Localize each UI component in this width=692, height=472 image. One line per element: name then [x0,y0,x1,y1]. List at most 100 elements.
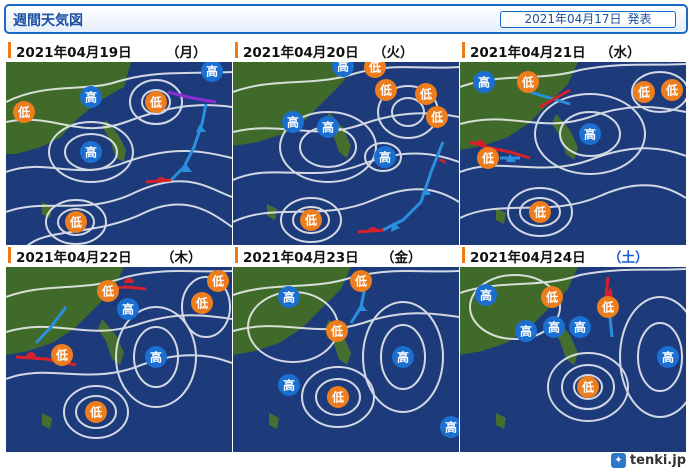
issued-date: 2021年04月17日 [524,12,622,26]
low-pressure-marker: 低 [577,376,599,398]
system-symbol: 低 [331,390,344,405]
panel-date: 2021年04月19日 [16,45,132,61]
system-symbol: 低 [195,296,208,311]
map-graphic [233,267,459,452]
system-symbol: 低 [601,300,614,315]
system-symbol: 高 [287,115,299,130]
panel-weekday: （木） [161,250,202,266]
system-symbol: 低 [330,324,343,339]
weather-map-panel: 2021年04月20日 （火） [233,40,459,247]
high-pressure-marker: 高 [201,62,223,82]
pressure-systems: 高 低 低 高 高 高 低 [278,270,459,438]
panel-header: 2021年04月19日 （月） [6,40,232,61]
system-symbol: 低 [17,105,30,120]
system-symbol: 低 [637,85,650,100]
system-symbol: 高 [150,350,162,365]
high-pressure-marker: 高 [278,286,300,308]
system-symbol: 低 [521,75,534,90]
system-symbol: 低 [354,274,367,289]
panel-weekday: （水） [600,45,641,61]
system-symbol: 高 [520,324,532,339]
low-pressure-marker: 低 [541,286,563,308]
system-symbol: 高 [397,350,409,365]
low-pressure-marker: 低 [51,344,73,366]
system-symbol: 高 [548,320,560,335]
low-pressure-marker: 低 [415,83,437,105]
weather-map-panel: 2021年04月19日 （月） [6,40,232,247]
weather-map: 低 低 低 高 低 高 低 [6,267,232,452]
high-pressure-marker: 高 [579,123,601,145]
system-symbol: 低 [69,215,82,230]
low-pressure-marker: 低 [13,101,35,123]
weather-map-panel: 2021年04月22日 （木） [6,245,232,452]
low-pressure-marker: 低 [426,106,448,128]
issued-date-box: 2021年04月17日 発表 [500,11,676,28]
date-accent-bar [462,42,465,58]
pressure-systems: 低 高 低 高 高 低 [13,62,223,233]
high-pressure-marker: 高 [475,284,497,306]
date-accent-bar [8,247,11,263]
tenki-logo-icon: ✦ [610,453,626,468]
high-pressure-marker: 高 [332,62,354,77]
weather-map: 高 低 低 高 高 高 高 低 [460,267,686,452]
high-pressure-marker: 高 [145,346,167,368]
system-symbol: 高 [337,62,349,74]
weather-map-panel: 2021年04月21日 （水） [460,40,686,247]
low-pressure-marker: 低 [375,79,397,101]
system-symbol: 高 [379,150,391,165]
system-symbol: 低 [533,205,546,220]
panel-date: 2021年04月20日 [243,45,359,61]
high-pressure-marker: 高 [440,416,459,438]
low-pressure-marker: 低 [326,320,348,342]
panel-weekday: （金） [381,250,422,266]
panel-weekday: （土） [608,250,649,266]
low-pressure-marker: 低 [477,147,499,169]
weather-map: 高 低 低 高 高 高 低 [233,267,459,452]
system-symbol: 高 [584,127,596,142]
page-title: 週間天気図 [13,13,83,29]
system-symbol: 低 [101,284,114,299]
weather-map: 高 低 低 低 高 高 高 低 低 [233,62,459,247]
system-symbol: 高 [445,420,457,435]
panel-date: 2021年04月24日 [470,250,586,266]
brand-logo[interactable]: ✦ tenki.jp [610,453,686,468]
high-pressure-marker: 高 [117,298,139,320]
low-pressure-marker: 低 [597,296,619,318]
high-pressure-marker: 高 [282,111,304,133]
high-pressure-marker: 高 [473,71,495,93]
weather-map: 高 低 低 低 低 高 低 [460,62,686,247]
system-symbol: 低 [368,62,381,75]
pressure-systems: 低 低 低 高 低 高 低 [51,270,229,423]
system-symbol: 高 [574,320,586,335]
system-symbol: 低 [149,95,162,110]
system-symbol: 低 [304,213,317,228]
high-pressure-marker: 高 [543,316,565,338]
system-symbol: 低 [89,405,102,420]
date-accent-bar [462,247,465,263]
weather-map: 低 高 低 高 高 低 [6,62,232,247]
panel-header: 2021年04月20日 （火） [233,40,459,61]
system-symbol: 低 [211,274,224,289]
system-symbol: 低 [430,110,443,125]
low-pressure-marker: 低 [145,91,167,113]
system-symbol: 高 [478,75,490,90]
panel-date: 2021年04月23日 [243,250,359,266]
system-symbol: 低 [545,290,558,305]
low-pressure-marker: 低 [661,79,683,101]
low-pressure-marker: 低 [191,292,213,314]
high-pressure-marker: 高 [80,141,102,163]
low-pressure-marker: 低 [364,62,386,78]
high-pressure-marker: 高 [515,320,537,342]
panel-header: 2021年04月22日 （木） [6,245,232,266]
system-symbol: 低 [665,83,678,98]
issued-suffix: 発表 [627,12,652,26]
pressure-systems: 高 低 低 低 低 高 低 [473,71,683,223]
low-pressure-marker: 低 [85,401,107,423]
system-symbol: 低 [481,151,494,166]
date-accent-bar [235,247,238,263]
system-symbol: 高 [662,350,674,365]
map-graphic [6,62,232,247]
system-symbol: 高 [480,288,492,303]
low-pressure-marker: 低 [327,386,349,408]
map-graphic [460,267,686,452]
